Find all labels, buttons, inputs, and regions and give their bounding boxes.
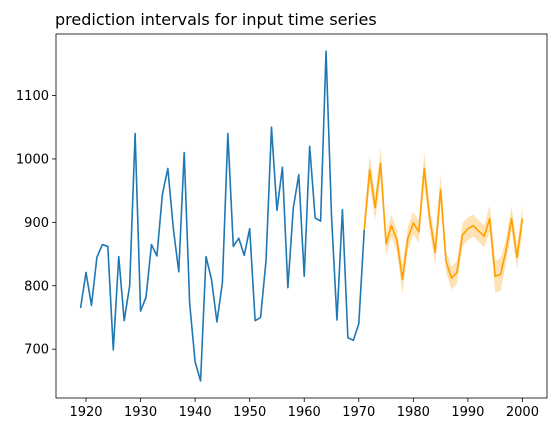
x-tick-label: 1920	[69, 405, 102, 420]
y-tick-label: 1000	[16, 152, 49, 167]
plot-frame	[55, 33, 548, 399]
x-tick-label: 1950	[233, 405, 266, 420]
x-tick-label: 1930	[124, 405, 157, 420]
forecast-series-line	[363, 162, 524, 281]
x-tick-label: 1970	[342, 405, 375, 420]
y-axis: 700 800 900 1000 1100	[16, 89, 56, 358]
y-tick-label: 800	[24, 279, 49, 294]
x-tick-label: 1960	[288, 405, 321, 420]
x-tick-label: 1990	[451, 405, 484, 420]
y-tick-label: 1100	[16, 89, 49, 104]
x-tick-label: 2000	[506, 405, 539, 420]
history-series-line	[79, 50, 366, 382]
y-tick-label: 700	[24, 343, 49, 358]
y-tick-label: 900	[24, 216, 49, 231]
x-tick-label: 1940	[179, 405, 212, 420]
x-axis: 1920 1930 1940 1950 1960 1970 1980 1990 2000	[69, 398, 539, 420]
chart-title: prediction intervals for input time seri…	[55, 10, 377, 29]
x-tick-label: 1980	[397, 405, 430, 420]
plot-area	[79, 50, 524, 382]
